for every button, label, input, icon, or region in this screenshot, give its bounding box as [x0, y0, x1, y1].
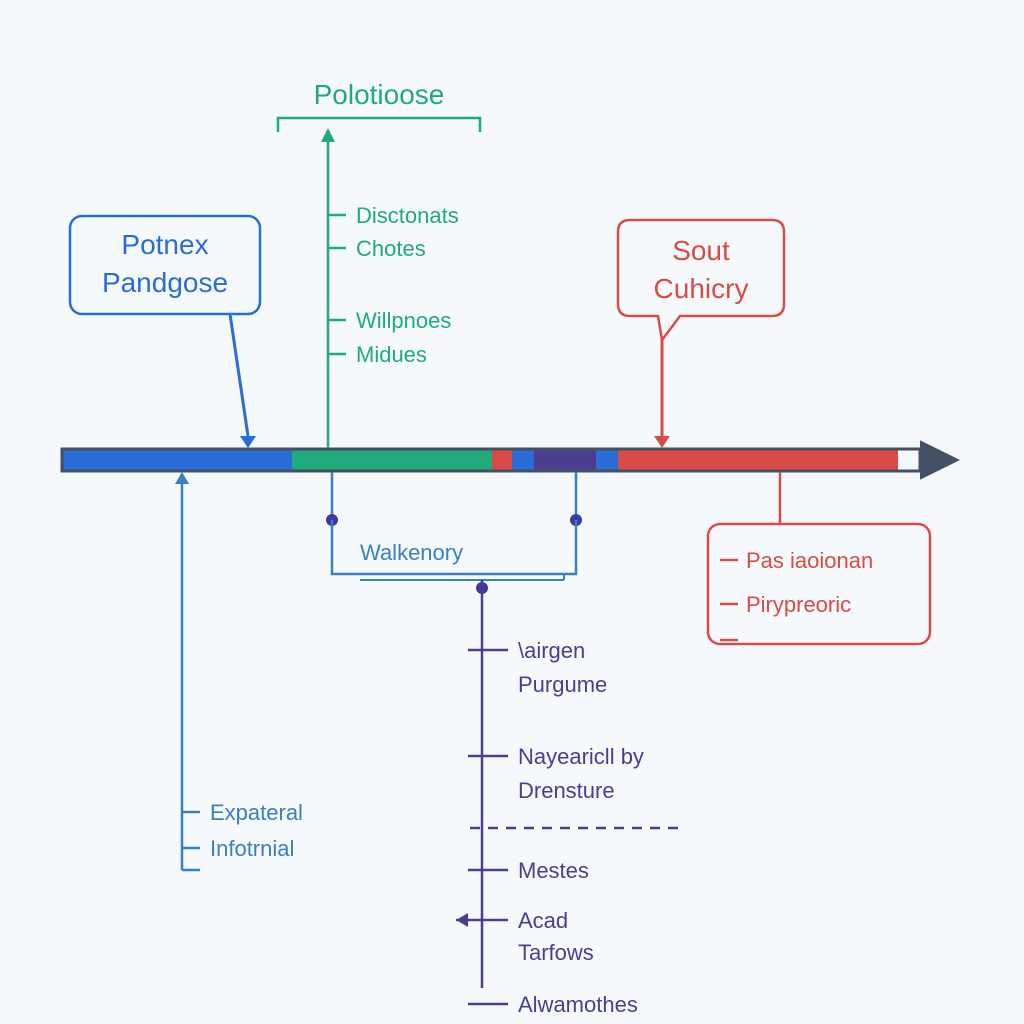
potnex-line-1: Pandgose	[102, 267, 228, 298]
sout-line-1: Cuhicry	[654, 273, 749, 304]
walkenory-label: Walkenory	[360, 540, 463, 565]
segment-green-1	[292, 449, 492, 471]
purple-label-6: Tarfows	[518, 940, 594, 965]
segment-blue-1	[62, 449, 292, 471]
purple-label-3: Drensture	[518, 778, 615, 803]
potnex-line-0: Potnex	[121, 229, 208, 260]
purple-label-1: Purgume	[518, 672, 607, 697]
segment-red-gap1	[492, 449, 512, 471]
segment-purple-1	[534, 449, 596, 471]
segment-blue-3	[596, 449, 618, 471]
polotioose-label: Polotioose	[314, 79, 445, 110]
polotioose-tick-label-3: Midues	[356, 342, 427, 367]
segment-red-2	[618, 449, 898, 471]
background	[0, 0, 1024, 1024]
purple-label-7: Alwamothes	[518, 992, 638, 1017]
purple-label-5: Acad	[518, 908, 568, 933]
sout-line-0: Sout	[672, 235, 730, 266]
polotioose-tick-label-2: Willpnoes	[356, 308, 451, 333]
expateral-label-0: Expateral	[210, 800, 303, 825]
polotioose-tick-label-0: Disctonats	[356, 203, 459, 228]
segment-blue-2	[512, 449, 534, 471]
purple-label-4: Mestes	[518, 858, 589, 883]
expateral-label-1: Infotrnial	[210, 836, 294, 861]
polotioose-tick-label-1: Chotes	[356, 236, 426, 261]
purple-label-0: \airgen	[518, 638, 585, 663]
purple-label-2: Nayearicll by	[518, 744, 644, 769]
red-panel-label-0: Pas iaoionan	[746, 548, 873, 573]
red-panel-label-1: Pirypreoric	[746, 592, 851, 617]
